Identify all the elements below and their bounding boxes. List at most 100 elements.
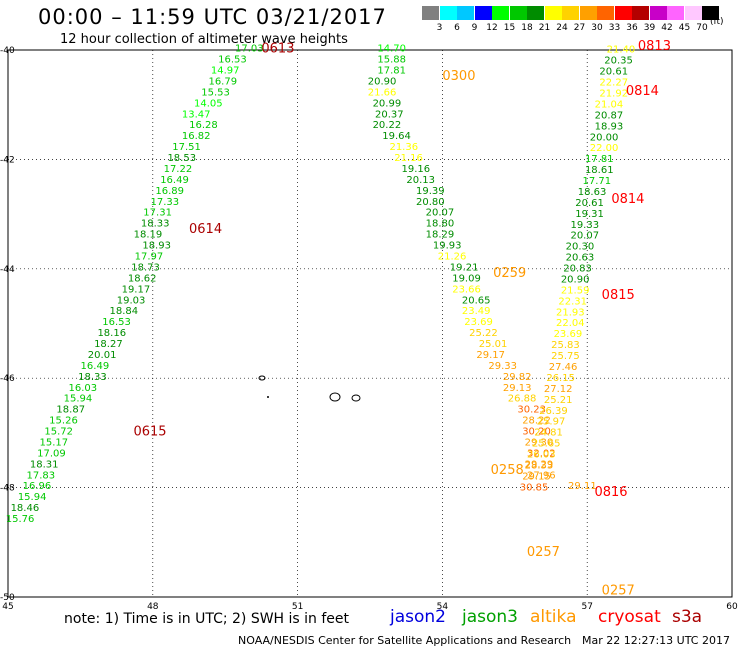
cryosat-data-point: 22.04 — [556, 318, 585, 329]
color-scale-label: 24 — [556, 23, 568, 33]
s3a-data-point: 15.53 — [201, 87, 230, 98]
cryosat-data-point: 20.61 — [575, 198, 604, 209]
s3a-data-point: 16.49 — [160, 175, 189, 186]
altika-data-point: 19.09 — [452, 273, 481, 284]
altika-data-point: 19.21 — [450, 262, 479, 273]
time-label: 0259 — [493, 266, 526, 281]
s3a-data-point: 15.76 — [6, 514, 35, 525]
cryosat-data-point: 24.81 — [534, 428, 563, 439]
cryosat-data-point: 17.71 — [583, 176, 612, 187]
s3a-data-point: 18.84 — [110, 306, 139, 317]
altika-data-point: 19.39 — [416, 186, 445, 197]
footer-timestamp: Mar 22 12:27:13 UTC 2017 — [582, 634, 730, 647]
s3a-data-point: 17.33 — [151, 197, 180, 208]
altika-data-point: 21.66 — [368, 87, 397, 98]
cryosat-data-point: 26.15 — [546, 373, 575, 384]
color-swatch — [492, 6, 509, 20]
s3a-data-point: 17.31 — [143, 208, 172, 219]
s3a-data-point: 15.94 — [64, 394, 93, 405]
color-scale-label: 15 — [503, 23, 516, 33]
s3a-data-point: 18.62 — [128, 273, 157, 284]
color-swatch — [649, 6, 667, 20]
altika-data-point: 20.80 — [416, 197, 445, 208]
altika-data-point: 29.17 — [476, 350, 505, 361]
cryosat-data-point: 21.04 — [595, 99, 624, 110]
y-tick-label: -44 — [0, 265, 15, 275]
color-swatch — [422, 6, 439, 20]
altika-data-point: 25.22 — [469, 328, 498, 339]
cryosat-data-point: 20.00 — [590, 132, 619, 143]
chart-title: 00:00 – 11:59 UTC 03/21/2017 — [38, 5, 387, 29]
cryosat-data-point: 19.33 — [570, 220, 599, 231]
legend-cryosat: cryosat — [598, 607, 661, 627]
color-swatch — [579, 6, 597, 20]
s3a-data-point: 18.16 — [97, 328, 126, 339]
altika-data-point: 32.02 — [527, 448, 556, 459]
cryosat-data-point: 18.93 — [595, 121, 624, 132]
cryosat-data-point: 25.21 — [544, 395, 573, 406]
x-tick-label: 45 — [2, 602, 13, 612]
x-tick-label: 57 — [581, 602, 592, 612]
island-outline — [267, 396, 269, 398]
cryosat-data-point: 18.63 — [578, 187, 607, 198]
s3a-data-point: 18.73 — [131, 262, 160, 273]
s3a-data-point: 15.94 — [18, 492, 47, 503]
time-label: 0814 — [626, 84, 659, 99]
time-label: 0613 — [261, 42, 294, 57]
s3a-data-point: 18.46 — [11, 503, 40, 514]
s3a-data-point: 17.83 — [27, 470, 56, 481]
legend-s3a: s3a — [672, 607, 703, 627]
altika-data-point: 20.90 — [368, 76, 397, 87]
island-outline — [351, 394, 361, 402]
s3a-data-point: 14.05 — [194, 98, 223, 109]
altika-data-point: 23.69 — [464, 317, 493, 328]
s3a-data-point: 18.31 — [30, 459, 59, 470]
s3a-data-point: 19.17 — [122, 284, 151, 295]
time-label: 0813 — [638, 39, 671, 54]
time-label: 0614 — [189, 222, 222, 237]
color-scale-label: 21 — [538, 23, 551, 33]
s3a-data-point: 16.53 — [102, 317, 131, 328]
cryosat-data-point: 30.85 — [520, 482, 549, 493]
chart-subtitle: 12 hour collection of altimeter wave hei… — [60, 32, 348, 47]
color-scale-label: 3 — [436, 23, 443, 33]
cryosat-data-point: 20.30 — [566, 242, 595, 253]
footer-credit: NOAA/NESDIS Center for Satellite Applica… — [238, 634, 572, 647]
y-tick-label: -46 — [0, 374, 15, 384]
s3a-data-point: 15.17 — [40, 437, 69, 448]
y-tick-label: -50 — [0, 593, 15, 603]
time-label: 0257 — [527, 545, 560, 560]
s3a-data-point: 15.72 — [44, 427, 73, 438]
s3a-data-point: 15.26 — [49, 416, 78, 427]
altika-data-point: 30.20 — [522, 427, 551, 438]
plot-frame — [7, 49, 733, 598]
color-scale-label: 27 — [573, 23, 586, 33]
x-tick-label: 48 — [147, 602, 159, 612]
altika-data-point: 19.93 — [433, 241, 462, 252]
cryosat-data-point: 20.83 — [563, 264, 592, 275]
color-swatch — [562, 6, 579, 20]
cryosat-data-point: 19.31 — [575, 209, 604, 220]
altika-data-point: 21.16 — [394, 153, 423, 164]
altika-data-point: 29.33 — [488, 361, 517, 372]
time-label: 0300 — [442, 69, 475, 84]
altika-data-point: 17.81 — [377, 66, 406, 77]
color-swatch — [544, 6, 562, 20]
cryosat-data-point: 21.40 — [607, 45, 636, 56]
cryosat-data-point: 25.83 — [551, 340, 580, 351]
cryosat-data-point: 21.93 — [556, 307, 585, 318]
cryosat-data-point: 20.63 — [566, 253, 595, 264]
altika-data-point: 20.07 — [426, 208, 455, 219]
color-swatch — [597, 6, 614, 20]
legend-altika: altika — [530, 607, 577, 627]
altika-data-point: 29.13 — [503, 383, 532, 394]
s3a-data-point: 16.79 — [208, 76, 237, 87]
color-scale-label: 36 — [626, 23, 638, 33]
altika-data-point: 27.96 — [527, 470, 556, 481]
s3a-data-point: 18.27 — [94, 339, 123, 350]
altika-data-point: 19.16 — [402, 164, 431, 175]
color-scale-label: 39 — [643, 23, 656, 33]
altika-data-point: 20.13 — [406, 175, 435, 186]
altika-data-point: 14.70 — [377, 44, 406, 55]
altika-data-point: 29.30 — [525, 437, 554, 448]
